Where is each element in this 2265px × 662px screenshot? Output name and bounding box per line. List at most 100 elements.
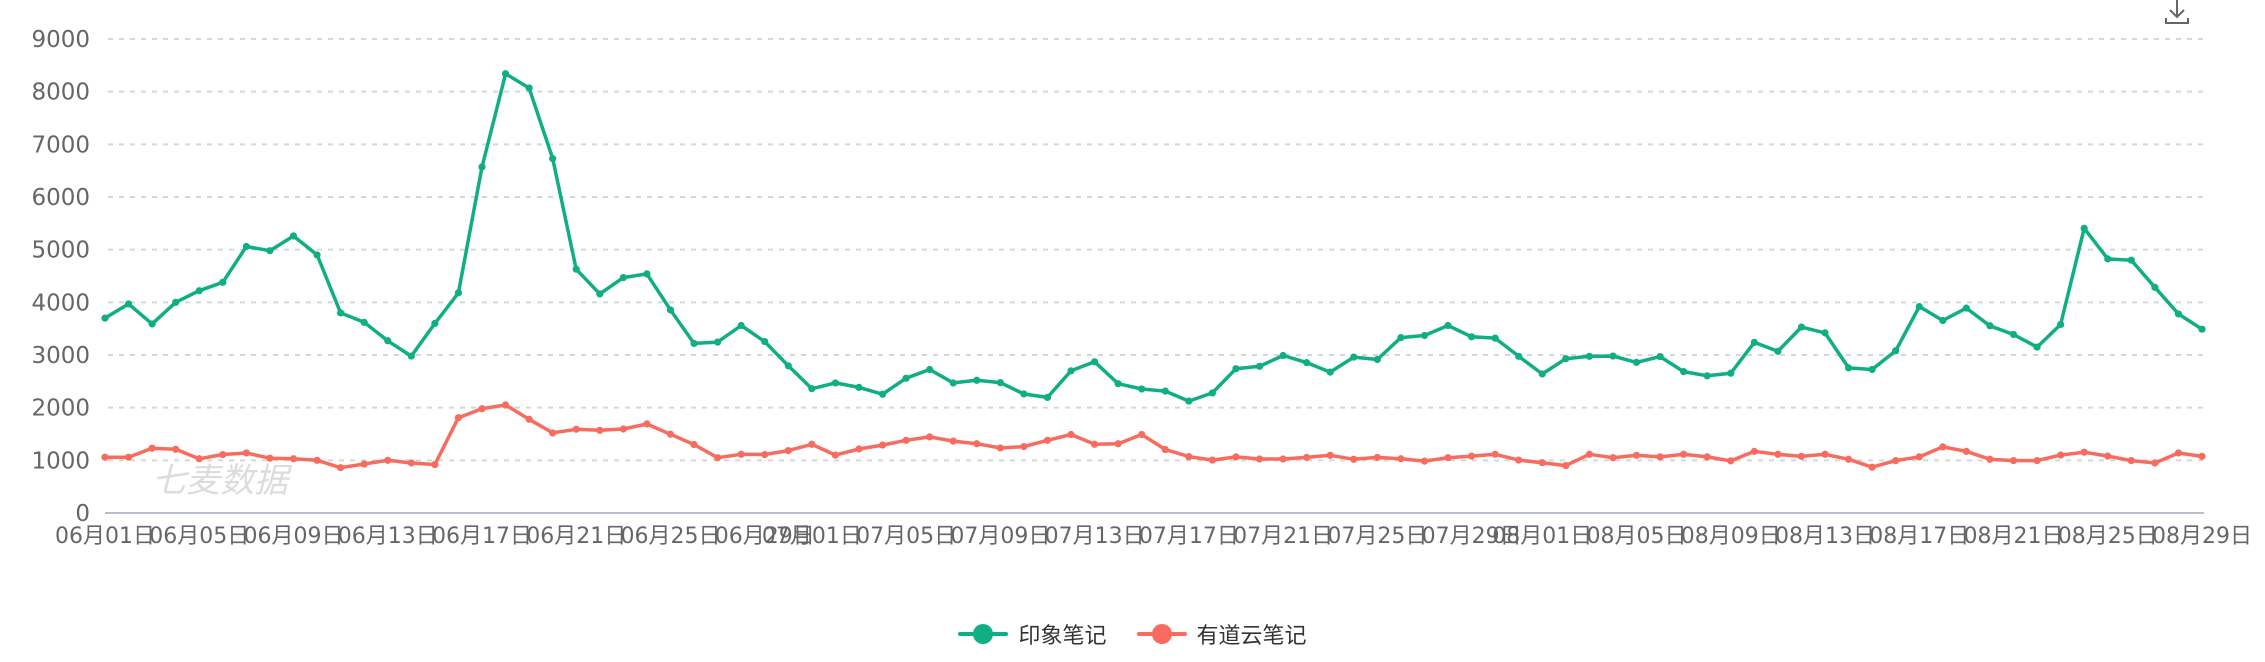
data-point[interactable] xyxy=(2033,343,2041,351)
data-point[interactable] xyxy=(172,298,180,306)
data-point[interactable] xyxy=(407,352,415,360)
data-point[interactable] xyxy=(124,300,133,308)
data-point[interactable] xyxy=(1420,457,1429,465)
data-point[interactable] xyxy=(454,289,463,297)
data-point[interactable] xyxy=(478,163,486,171)
data-point[interactable] xyxy=(1373,453,1381,462)
data-point[interactable] xyxy=(596,290,604,298)
data-point[interactable] xyxy=(148,444,156,452)
data-point[interactable] xyxy=(2104,255,2112,263)
data-point[interactable] xyxy=(1020,443,1028,451)
data-point[interactable] xyxy=(1515,352,1523,360)
data-point[interactable] xyxy=(1067,430,1075,439)
data-point[interactable] xyxy=(808,385,816,393)
data-point[interactable] xyxy=(360,318,368,326)
data-point[interactable] xyxy=(1350,353,1358,361)
data-point[interactable] xyxy=(431,319,439,327)
data-point[interactable] xyxy=(855,445,863,453)
data-point[interactable] xyxy=(1491,450,1499,458)
data-point[interactable] xyxy=(1467,452,1476,460)
data-point[interactable] xyxy=(1043,393,1052,401)
data-point[interactable] xyxy=(666,430,675,438)
data-point[interactable] xyxy=(454,414,463,422)
data-point[interactable] xyxy=(148,320,156,328)
data-point[interactable] xyxy=(1208,389,1217,397)
data-point[interactable] xyxy=(761,450,769,459)
data-point[interactable] xyxy=(1986,322,1994,330)
data-point[interactable] xyxy=(1255,362,1264,370)
data-point[interactable] xyxy=(855,383,863,391)
data-point[interactable] xyxy=(384,456,392,464)
data-point[interactable] xyxy=(619,425,627,433)
data-point[interactable] xyxy=(1868,365,1876,374)
data-point[interactable] xyxy=(384,337,392,345)
data-point[interactable] xyxy=(431,460,439,469)
data-point[interactable] xyxy=(643,420,651,428)
data-point[interactable] xyxy=(2198,325,2206,333)
data-point[interactable] xyxy=(501,70,510,78)
data-point[interactable] xyxy=(1255,455,1264,463)
data-point[interactable] xyxy=(2080,448,2088,456)
data-point[interactable] xyxy=(1656,352,1664,361)
data-point[interactable] xyxy=(337,309,345,317)
data-point[interactable] xyxy=(1090,358,1099,366)
data-point[interactable] xyxy=(973,376,981,384)
data-point[interactable] xyxy=(1420,331,1429,340)
data-point[interactable] xyxy=(902,436,910,444)
data-point[interactable] xyxy=(289,455,298,463)
data-point[interactable] xyxy=(784,446,792,455)
data-point[interactable] xyxy=(1279,455,1287,463)
data-point[interactable] xyxy=(949,379,957,387)
data-point[interactable] xyxy=(1821,329,1829,337)
data-point[interactable] xyxy=(1303,453,1311,462)
series-lines[interactable] xyxy=(101,70,2206,472)
data-point[interactable] xyxy=(1727,369,1735,377)
data-point[interactable] xyxy=(1750,338,1758,346)
data-point[interactable] xyxy=(478,405,486,413)
data-point[interactable] xyxy=(242,449,250,457)
series-1[interactable] xyxy=(101,401,2206,472)
data-point[interactable] xyxy=(1303,359,1311,367)
data-point[interactable] xyxy=(525,415,533,423)
data-point[interactable] xyxy=(878,390,887,398)
data-point[interactable] xyxy=(1915,453,1923,461)
data-point[interactable] xyxy=(831,451,840,459)
data-point[interactable] xyxy=(1797,452,1806,460)
data-point[interactable] xyxy=(761,337,769,346)
data-point[interactable] xyxy=(714,454,722,462)
data-point[interactable] xyxy=(596,426,604,434)
data-point[interactable] xyxy=(666,306,675,314)
data-point[interactable] xyxy=(360,460,368,468)
data-point[interactable] xyxy=(1397,334,1405,342)
data-point[interactable] xyxy=(1562,462,1570,470)
download-button[interactable] xyxy=(2162,0,2192,26)
data-point[interactable] xyxy=(1797,323,1806,331)
data-point[interactable] xyxy=(572,425,580,433)
data-point[interactable] xyxy=(1821,450,1829,458)
data-point[interactable] xyxy=(407,459,415,467)
data-point[interactable] xyxy=(1114,440,1122,448)
data-point[interactable] xyxy=(266,454,274,462)
data-point[interactable] xyxy=(690,339,698,348)
data-point[interactable] xyxy=(1844,364,1853,372)
data-point[interactable] xyxy=(1538,370,1546,378)
data-point[interactable] xyxy=(2104,452,2112,460)
data-point[interactable] xyxy=(2057,451,2065,459)
data-point[interactable] xyxy=(973,440,981,448)
data-point[interactable] xyxy=(2127,256,2135,264)
series-0[interactable] xyxy=(101,70,2206,405)
data-point[interactable] xyxy=(1562,355,1570,363)
data-point[interactable] xyxy=(737,450,745,458)
data-point[interactable] xyxy=(101,453,109,461)
data-point[interactable] xyxy=(1515,456,1523,464)
legend-item-yinxiang[interactable]: 印象笔记 xyxy=(958,618,1107,650)
data-point[interactable] xyxy=(2127,456,2135,465)
data-point[interactable] xyxy=(714,338,722,346)
data-point[interactable] xyxy=(1161,445,1169,454)
data-point[interactable] xyxy=(1868,463,1876,471)
data-point[interactable] xyxy=(1750,447,1758,455)
data-point[interactable] xyxy=(1279,351,1287,360)
data-point[interactable] xyxy=(2174,310,2183,318)
data-point[interactable] xyxy=(2151,283,2159,291)
data-point[interactable] xyxy=(1326,451,1334,459)
